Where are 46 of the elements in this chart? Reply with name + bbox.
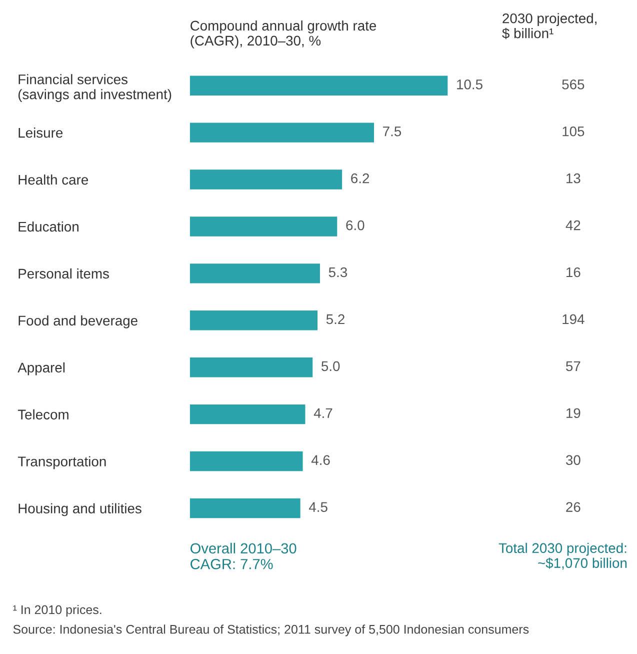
data-label: 4.5 [308,502,328,512]
data-label: 5.3 [328,267,347,278]
text: ¹ In 2010 prices. [13,604,102,617]
text: 26 [566,502,580,512]
text: 57 [566,361,580,372]
text: 194 [562,314,584,324]
data-label: 10.5 [457,80,482,90]
data-label: 6.2 [351,173,370,184]
data-label: 5.0 [321,361,340,372]
text: Overall 2010–30 CAGR: 7.7% [190,542,296,570]
text: 19 [566,408,580,418]
data-label: 6.0 [346,220,364,230]
text: 565 [562,80,584,90]
data-label: 4.7 [314,408,332,418]
text: 13 [566,173,580,184]
text: 105 [562,126,584,136]
y-tick-label: Personal items [18,268,109,279]
text: Total 2030 projected: ~$1,070 billion [498,542,627,570]
y-tick-label: Financial services (savings and investment) [18,74,172,102]
bar [190,216,338,236]
y-tick-label: Leisure [18,128,63,138]
text: 16 [566,267,580,278]
bar [190,76,448,96]
y-tick-label: Education [18,221,78,232]
bar [190,357,313,378]
y-tick-label: Transportation [18,456,106,470]
x-axis-title: Compound annual growth rate (CAGR), 2010–30, % [190,20,376,48]
bar [190,451,303,472]
text: 42 [566,220,580,230]
text: 2030 projected, $ billion¹ [502,13,596,40]
y-tick-label: Food and beverage [18,315,138,328]
bar [190,170,342,190]
y-tick-label: Housing and utilities [18,503,142,516]
text: 30 [566,455,580,465]
data-label: 7.5 [383,126,402,136]
y-tick-label: Telecom [18,409,68,420]
bar [190,498,300,518]
bar [190,310,318,330]
bar [190,264,320,284]
y-tick-label: Apparel [18,362,65,376]
bar [190,122,374,142]
source-note: Source: Indonesia's Central Bureau of Statistics; 2011 survey of 5,500 Indonesian consumers [13,624,529,636]
y-tick-label: Health care [18,174,88,185]
data-label: 5.2 [326,314,344,324]
data-label: 4.6 [311,455,330,465]
bar [190,404,306,424]
